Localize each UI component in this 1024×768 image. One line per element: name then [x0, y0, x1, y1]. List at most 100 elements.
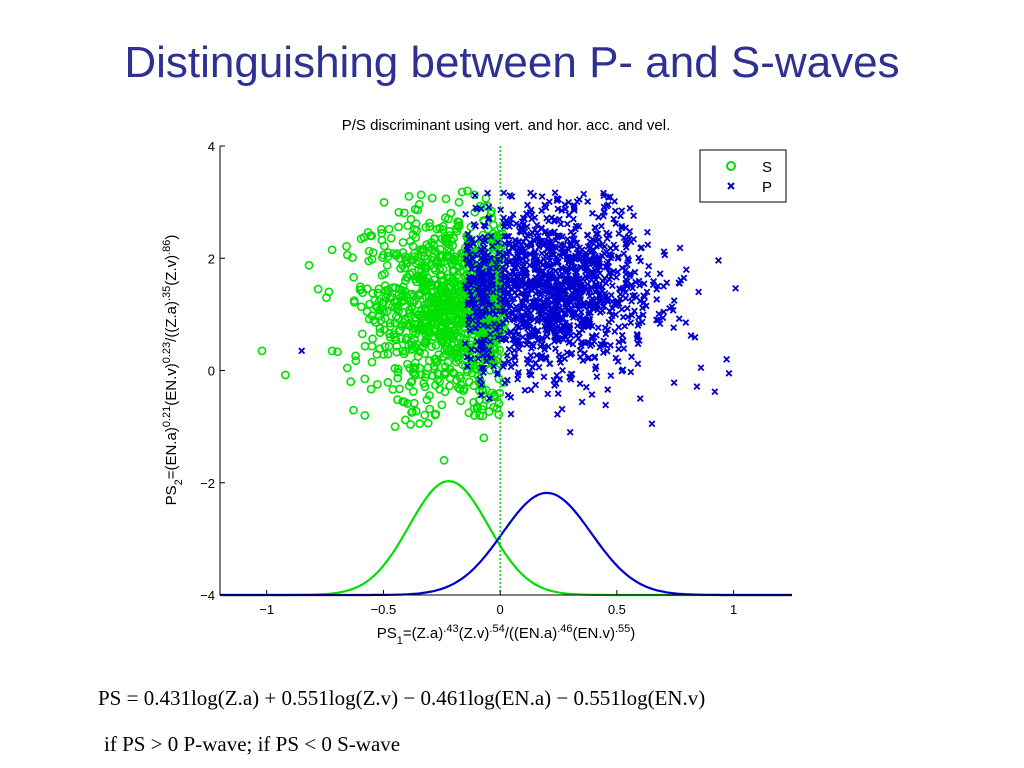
- data-point: [602, 263, 610, 271]
- data-point: [525, 368, 533, 376]
- data-point: [461, 340, 469, 347]
- data-point: [593, 331, 600, 339]
- data-point: [531, 214, 539, 222]
- data-point: [438, 264, 448, 274]
- data-point: [501, 286, 509, 293]
- data-point: [483, 201, 493, 211]
- data-point: [472, 324, 480, 332]
- data-point: [645, 262, 653, 270]
- data-point: [538, 249, 546, 257]
- data-point: [571, 292, 579, 300]
- data-point: [477, 391, 485, 399]
- data-point: [509, 211, 517, 219]
- data-point: [622, 294, 630, 302]
- data-point: [410, 363, 420, 373]
- data-point: [423, 418, 433, 428]
- data-point: [576, 380, 584, 388]
- data-point: [496, 297, 504, 305]
- data-point: [456, 340, 466, 350]
- data-point: [403, 272, 413, 282]
- data-point: [430, 410, 440, 420]
- data-point: [467, 281, 475, 289]
- data-point: [408, 241, 418, 251]
- data-point: [379, 197, 389, 207]
- data-point: [583, 231, 591, 239]
- data-point: [552, 267, 560, 275]
- data-point: [567, 376, 575, 383]
- data-point: [655, 310, 663, 318]
- data-point: [501, 265, 509, 273]
- data-point: [518, 300, 526, 308]
- data-point: [511, 354, 519, 362]
- x-tick-label: 1: [730, 602, 737, 617]
- data-point: [585, 315, 593, 323]
- data-point: [473, 354, 483, 364]
- data-point: [453, 222, 463, 232]
- data-point: [553, 410, 561, 418]
- data-point: [420, 410, 430, 420]
- data-point: [622, 289, 630, 296]
- data-point: [518, 218, 526, 226]
- data-point: [593, 373, 601, 381]
- data-point: [569, 215, 577, 223]
- data-point: [481, 222, 489, 230]
- data-point: [518, 278, 526, 286]
- data-point: [533, 229, 541, 237]
- data-point: [592, 276, 600, 284]
- data-point: [508, 295, 516, 303]
- data-point: [471, 192, 479, 200]
- data-point: [589, 260, 597, 268]
- data-point: [333, 347, 342, 357]
- data-point: [482, 357, 490, 365]
- data-point: [602, 292, 610, 300]
- data-point: [402, 359, 412, 369]
- data-point: [602, 401, 610, 409]
- data-point: [479, 321, 487, 329]
- y-tick-label: 4: [208, 139, 215, 154]
- data-point: [505, 358, 513, 365]
- x-tick-label: −0.5: [371, 602, 397, 617]
- data-point: [545, 301, 553, 308]
- data-point: [490, 362, 498, 370]
- data-point: [394, 306, 403, 316]
- data-point: [489, 402, 499, 412]
- data-point: [570, 204, 578, 211]
- data-point: [396, 264, 405, 273]
- data-point: [408, 387, 418, 396]
- data-point: [556, 232, 564, 240]
- data-point: [377, 235, 387, 245]
- data-point: [476, 376, 484, 383]
- data-point: [472, 222, 479, 230]
- data-point: [360, 341, 370, 351]
- data-point: [660, 308, 668, 316]
- data-point: [438, 280, 448, 290]
- y-tick-label: −4: [200, 588, 215, 603]
- axis-ticks: −1 −0.5 0 0.5 1 −4 −2 0 2 4: [200, 139, 737, 617]
- data-point: [360, 410, 370, 420]
- data-point: [635, 277, 643, 285]
- data-point: [390, 422, 400, 431]
- data-point: [470, 275, 478, 283]
- data-point: [622, 280, 630, 287]
- data-point: [532, 381, 540, 389]
- data-point: [561, 247, 569, 255]
- data-point: [420, 349, 429, 358]
- data-point: [522, 250, 530, 258]
- series-S-points: [257, 186, 510, 465]
- data-point: [411, 406, 421, 416]
- data-point: [482, 285, 490, 293]
- data-point: [505, 345, 513, 353]
- data-point: [501, 379, 509, 387]
- data-point: [639, 311, 647, 319]
- data-point: [453, 315, 463, 324]
- data-point: [408, 344, 418, 354]
- data-point: [490, 320, 498, 328]
- data-point: [390, 318, 400, 328]
- data-point: [531, 332, 539, 340]
- data-point: [595, 253, 603, 261]
- data-point: [540, 373, 548, 381]
- data-point: [468, 261, 476, 269]
- data-point: [417, 265, 426, 274]
- data-point: [670, 324, 678, 332]
- data-point: [368, 334, 377, 344]
